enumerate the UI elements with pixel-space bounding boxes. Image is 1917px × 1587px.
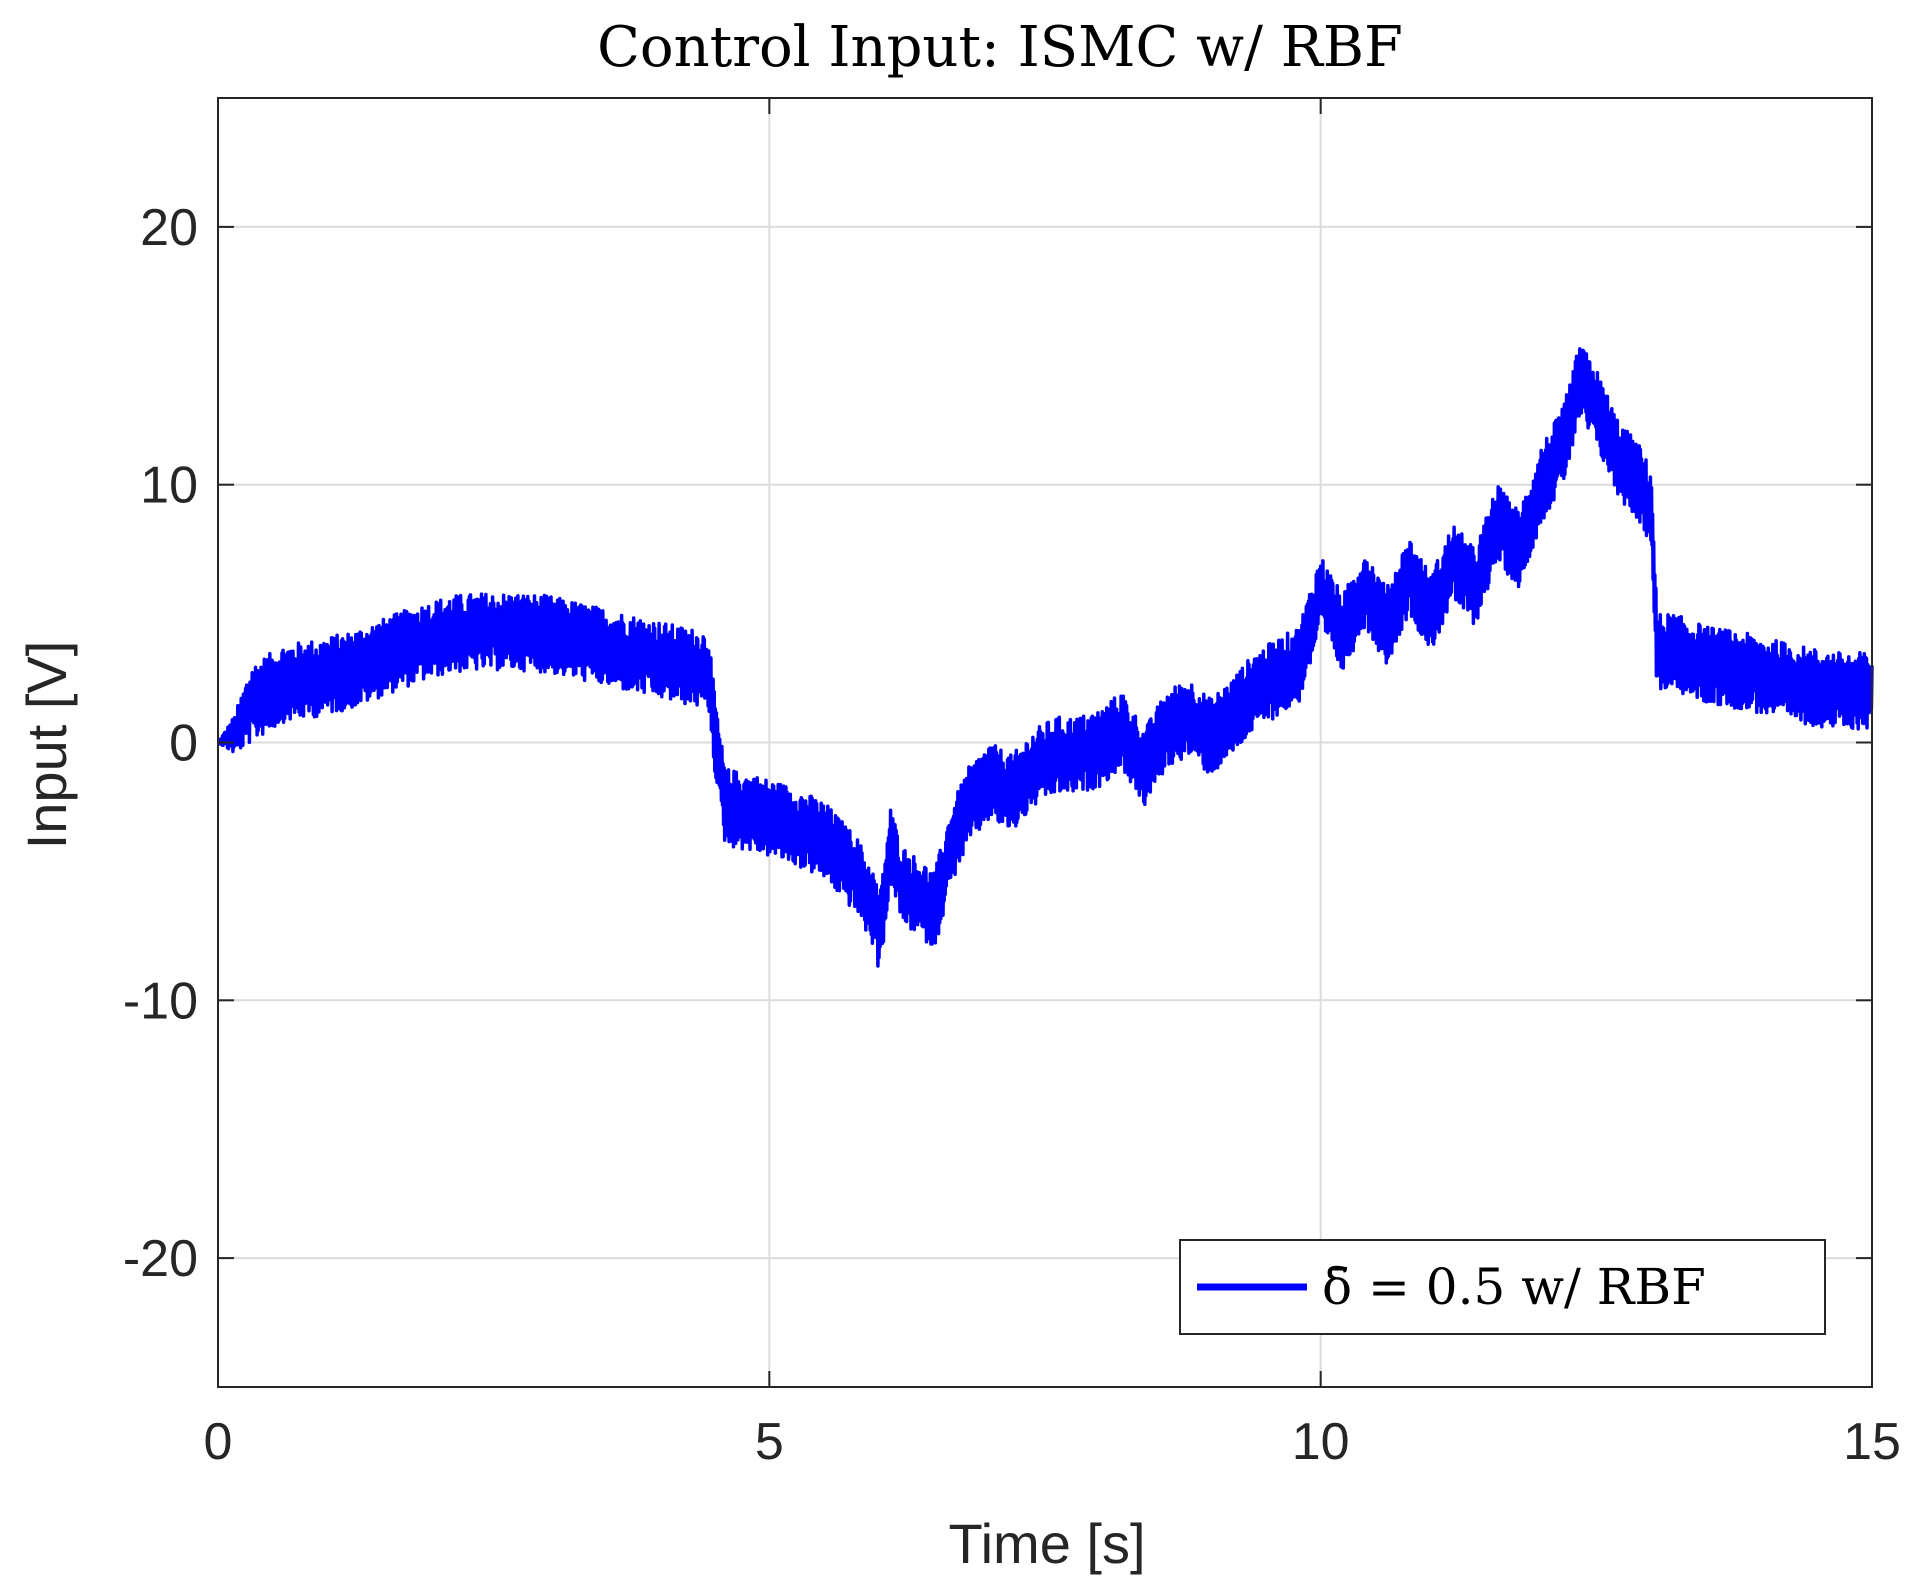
y-tick-label: 20 — [140, 199, 198, 257]
tick-marks — [217, 98, 1873, 1387]
y-tick-labels: -20 -10 0 10 20 — [123, 199, 198, 1288]
chart-title: Control Input: ISMC w/ RBF — [597, 15, 1403, 80]
legend: δ̄ = 0.5 w/ RBF — [1179, 1239, 1826, 1335]
y-axis-label: Input [V] — [15, 641, 78, 850]
x-tick-labels: 0 5 10 15 — [204, 1413, 1901, 1471]
y-tick-label: 0 — [169, 715, 198, 773]
series-layer — [216, 347, 1874, 968]
x-tick-label: 0 — [204, 1413, 233, 1471]
y-tick-label: -10 — [123, 972, 198, 1030]
y-tick-label: 10 — [140, 457, 198, 515]
y-tick-label: -20 — [123, 1230, 198, 1288]
series-line-1 — [216, 347, 1874, 968]
x-tick-label: 15 — [1843, 1413, 1901, 1471]
legend-label-series-1: δ̄ = 0.5 w/ RBF — [1322, 1258, 1706, 1316]
x-axis-label: Time [s] — [948, 1512, 1145, 1575]
x-tick-label: 5 — [755, 1413, 784, 1471]
x-tick-label: 10 — [1292, 1413, 1350, 1471]
